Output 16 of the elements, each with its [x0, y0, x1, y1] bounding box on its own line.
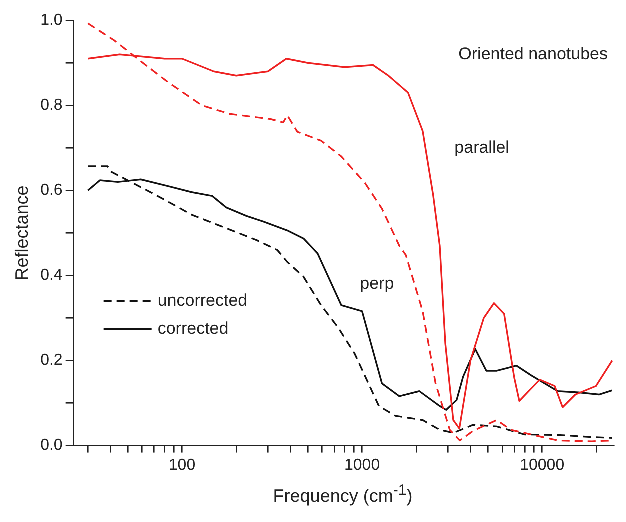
annotation: perp [360, 274, 394, 293]
y-tick-label: 0.8 [40, 97, 63, 114]
y-tick-label: 0.4 [40, 267, 63, 284]
legend-label: corrected [158, 318, 229, 338]
y-tick-label: 0.0 [40, 437, 63, 454]
y-tick-label: 1.0 [40, 12, 63, 30]
y-tick-label: 0.6 [40, 182, 63, 200]
x-tick-label: 10000 [520, 456, 565, 474]
y-axis-title: Reflectance [12, 186, 32, 281]
annotation: Oriented nanotubes [458, 44, 608, 64]
annotation: parallel [454, 138, 510, 157]
x-tick-label: 1000 [344, 456, 380, 474]
x-axis-title: Frequency (cm$^{-1}$) [272, 482, 414, 507]
legend-label: uncorrected [158, 290, 248, 310]
y-tick-label: 0.2 [40, 352, 63, 370]
x-tick-label: 100 [168, 456, 196, 474]
